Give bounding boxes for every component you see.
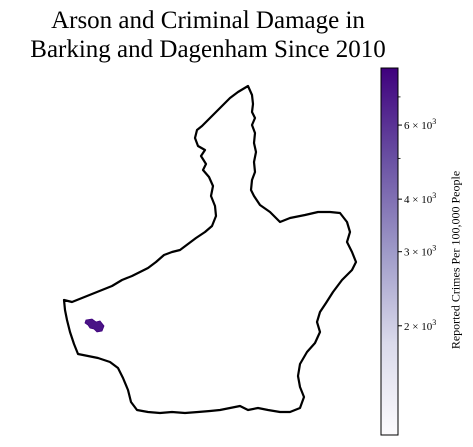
highlighted-ward [84, 318, 105, 333]
colorbar-label: Reported Crimes Per 100,000 People [448, 170, 463, 350]
borough-boundary [62, 84, 358, 415]
map-title-line2: Barking and Dagenham Since 2010 [30, 36, 386, 63]
colorbar: 2 × 103 3 × 103 4 × 103 6 × 103 [380, 67, 436, 436]
map-title: Arson and Criminal Damage in Barking and… [0, 6, 416, 64]
colorbar-tick-label: 2 × 103 [404, 318, 436, 333]
colorbar-tick-label: 3 × 103 [404, 244, 436, 259]
colorbar-gradient [380, 67, 399, 436]
colorbar-tick-label: 4 × 103 [404, 191, 436, 206]
colorbar-ticks: 2 × 103 3 × 103 4 × 103 6 × 103 [398, 96, 436, 333]
map-title-line1: Arson and Criminal Damage in [51, 7, 365, 34]
colorbar-tick-label: 6 × 103 [404, 117, 436, 132]
